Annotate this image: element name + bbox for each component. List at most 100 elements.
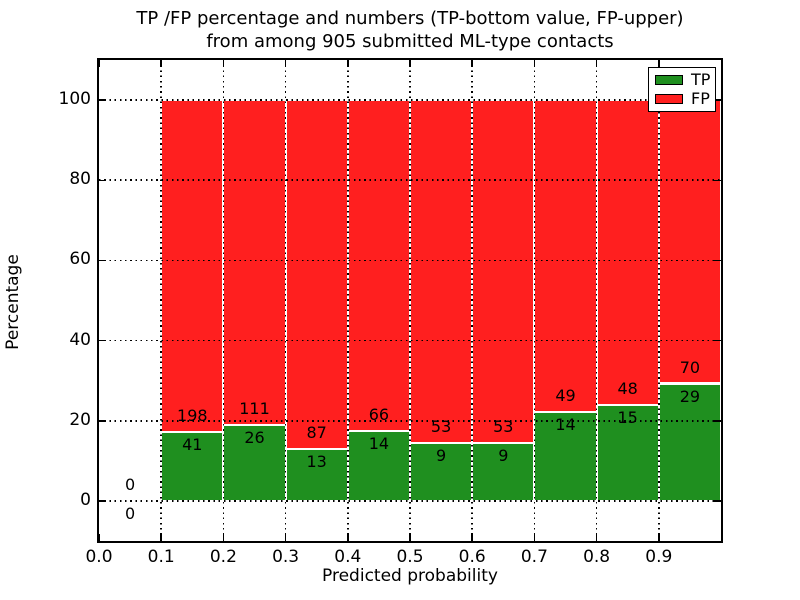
x-tick-bottom (595, 534, 598, 541)
x-tick-bottom (160, 534, 162, 541)
y-tick-right (714, 339, 721, 342)
x-tick-top (347, 60, 349, 67)
legend-label-fp: FP (691, 88, 710, 108)
y-tick-left (99, 500, 106, 502)
x-tick-bottom (347, 534, 349, 541)
x-gridline (409, 60, 411, 541)
x-tick-bottom (98, 534, 100, 541)
tp-count-annotation: 26 (244, 427, 265, 447)
legend: TP FP (648, 67, 716, 112)
y-tick-left (99, 99, 106, 101)
fp-count-annotation: 111 (239, 398, 270, 418)
x-gridline (284, 60, 287, 541)
x-tick-top (658, 60, 660, 67)
y-tick-right (714, 99, 721, 101)
x-tick-label: 0.0 (85, 547, 113, 567)
tp-bar-segment (658, 383, 721, 501)
tp-count-annotation: 14 (555, 414, 576, 434)
x-tick-bottom (409, 534, 411, 541)
fp-bar-segment (285, 100, 348, 449)
fp-count-annotation: 48 (617, 379, 638, 399)
fp-bar-segment (534, 100, 597, 412)
fp-bar-segment (410, 100, 473, 443)
y-tick-right (714, 420, 721, 422)
tp-count-annotation: 15 (617, 408, 638, 428)
legend-entry-tp: TP (649, 72, 715, 88)
x-tick-top (471, 60, 473, 67)
y-tick-left (99, 259, 106, 262)
x-tick-label: 0.1 (147, 547, 175, 567)
tp-count-annotation: 14 (368, 433, 390, 453)
tp-legend-swatch-icon (655, 75, 683, 86)
x-gridline (471, 60, 473, 541)
x-tick-label: 0.6 (458, 547, 486, 567)
fp-count-annotation: 66 (368, 404, 390, 424)
y-tick-label: 60 (69, 249, 91, 270)
x-tick-top (409, 60, 411, 67)
x-tick-label: 0.5 (396, 547, 424, 567)
x-axis-label: Predicted probability (322, 566, 498, 586)
fp-bar-segment (161, 100, 224, 433)
x-tick-label: 0.9 (645, 547, 673, 567)
x-tick-label: 0.7 (520, 547, 548, 567)
chart-title-line1: TP /FP percentage and numbers (TP-bottom… (136, 8, 684, 29)
tp-count-annotation: 0 (125, 503, 136, 523)
x-gridline (658, 60, 660, 541)
legend-label-tp: TP (691, 70, 711, 90)
x-tick-top (533, 60, 536, 67)
tp-count-annotation: 41 (182, 435, 203, 455)
x-tick-bottom (471, 534, 473, 541)
legend-entry-fp: FP (649, 88, 715, 108)
x-tick-label: 0.3 (272, 547, 300, 567)
y-tick-label: 40 (69, 329, 91, 350)
y-tick-label: 0 (80, 489, 91, 510)
y-tick-left (99, 339, 106, 342)
fp-bar-segment (596, 100, 659, 406)
x-tick-bottom (533, 534, 536, 541)
x-gridline (595, 60, 598, 541)
y-tick-left (99, 179, 106, 181)
y-tick-label: 80 (69, 169, 91, 190)
y-tick-right (714, 179, 721, 181)
x-tick-top (284, 60, 287, 67)
fp-bar-segment (223, 100, 286, 425)
tp-count-annotation: 13 (306, 451, 327, 471)
fp-count-annotation: 53 (430, 416, 452, 436)
y-tick-label: 20 (69, 409, 91, 430)
x-tick-label: 0.2 (209, 547, 237, 567)
y-tick-label: 100 (58, 89, 91, 110)
x-tick-label: 0.8 (583, 547, 611, 567)
x-tick-bottom (222, 534, 225, 541)
x-gridline (347, 60, 349, 541)
tp-count-annotation: 9 (498, 445, 509, 465)
x-tick-bottom (284, 534, 287, 541)
tp-count-annotation: 29 (679, 386, 701, 406)
fp-bar-segment (347, 100, 410, 431)
plot-area: 0 0 198 41 111 26 87 13 66 14 53 9 53 9 49 14 48 15 70 29 0… (59, 58, 723, 567)
fp-bar-segment (658, 100, 721, 384)
x-tick-top (160, 60, 162, 67)
x-tick-top (98, 60, 100, 67)
y-tick-left (99, 420, 106, 422)
x-tick-label: 0.4 (334, 547, 362, 567)
chart-title: TP /FP percentage and numbers (TP-bottom… (99, 7, 721, 53)
y-axis-label: Percentage (3, 254, 23, 350)
chart-title-line2: from among 905 submitted ML-type contact… (206, 31, 614, 52)
x-gridline (160, 60, 162, 541)
x-tick-top (595, 60, 598, 67)
y-tick-right (714, 500, 721, 502)
fp-count-annotation: 70 (679, 357, 701, 377)
y-tick-right (714, 259, 721, 262)
fp-legend-swatch-icon (655, 93, 683, 104)
tp-count-annotation: 9 (436, 445, 447, 465)
fp-count-annotation: 198 (177, 406, 208, 426)
x-tick-top (222, 60, 225, 67)
x-gridline (533, 60, 536, 541)
x-tick-bottom (658, 534, 660, 541)
x-gridline (222, 60, 225, 541)
fp-count-annotation: 87 (306, 422, 327, 442)
fp-count-annotation: 53 (493, 416, 514, 436)
fp-count-annotation: 0 (125, 474, 136, 494)
fp-count-annotation: 49 (555, 385, 576, 405)
